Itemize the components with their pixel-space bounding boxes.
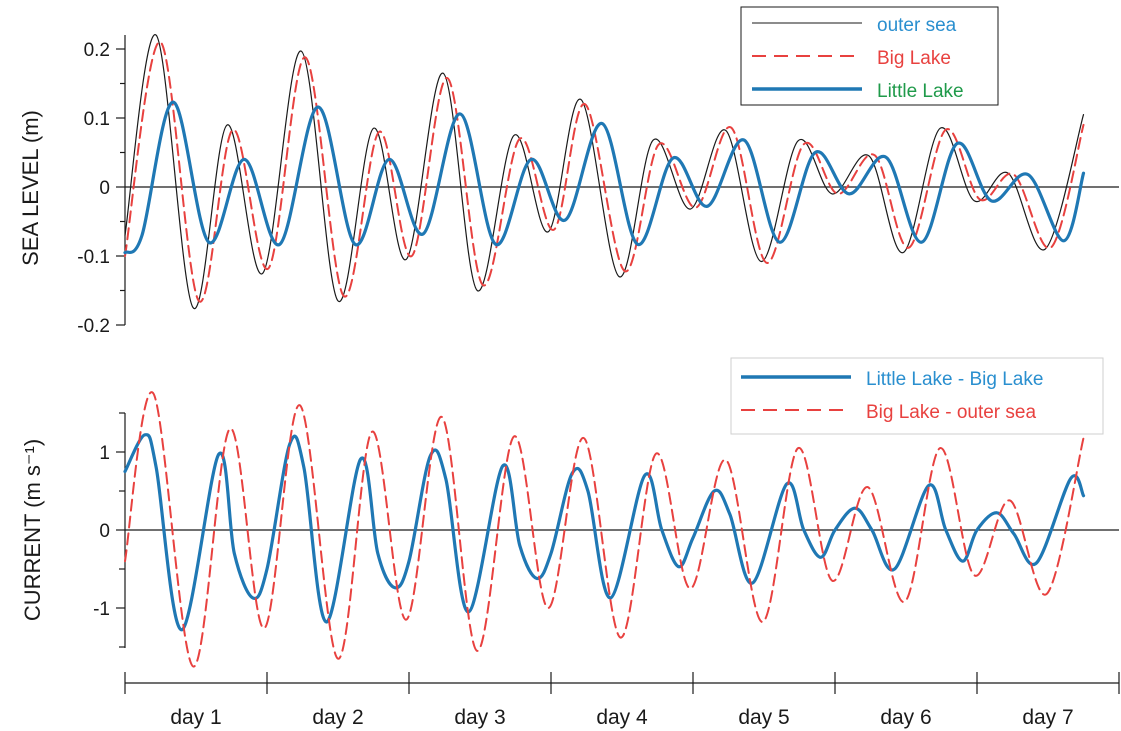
current-y-axis-label: CURRENT (m s⁻¹) bbox=[20, 439, 45, 621]
y-tick-label: 0 bbox=[99, 521, 110, 542]
x-tick-label: day 4 bbox=[596, 706, 648, 729]
y-tick-label: 0.2 bbox=[84, 40, 110, 61]
x-tick-label: day 5 bbox=[738, 706, 789, 729]
legend-little-big-label: Little Lake - Big Lake bbox=[866, 369, 1043, 390]
y-tick-label: 0 bbox=[99, 178, 110, 199]
series-line-little-lake bbox=[123, 100, 1086, 255]
x-tick-label: day 7 bbox=[1022, 706, 1073, 729]
y-tick-label: 1 bbox=[99, 443, 110, 464]
sea-level-legend: outer sea Big Lake Little Lake bbox=[740, 6, 999, 106]
legend-big-lake-label: Big Lake bbox=[877, 48, 951, 69]
current-panel: -1 0 1 CURRENT (m s⁻¹) Little Lake - Big L… bbox=[20, 357, 1119, 668]
y-tick-label: -1 bbox=[93, 599, 110, 620]
day-x-axis: day 1 day 2 day 3 day 4 day 5 day 6 day 7 bbox=[124, 672, 1120, 729]
x-tick-label: day 3 bbox=[454, 706, 505, 729]
y-tick-label: -0.1 bbox=[77, 247, 110, 268]
current-series bbox=[123, 391, 1086, 668]
series-line-little-lake-big-lake bbox=[123, 433, 1086, 632]
sea-level-series bbox=[123, 34, 1086, 309]
series-line-outer-sea bbox=[124, 34, 1085, 309]
series-line-big-lake bbox=[124, 41, 1085, 303]
legend-outer-sea-label: outer sea bbox=[877, 15, 957, 36]
x-tick-label: day 2 bbox=[312, 706, 363, 729]
x-tick-label: day 6 bbox=[880, 706, 931, 729]
current-legend-box bbox=[730, 357, 1104, 435]
legend-big-outer-label: Big Lake - outer sea bbox=[866, 402, 1036, 423]
sea-level-panel: -0.2 -0.1 0 0.1 0.2 SEA LEVEL (m) outer sea … bbox=[18, 6, 1119, 337]
current-legend: Little Lake - Big Lake Big Lake - outer … bbox=[730, 357, 1104, 435]
x-tick-label: day 1 bbox=[170, 706, 221, 729]
sea-level-y-axis: -0.2 -0.1 0 0.1 0.2 bbox=[77, 35, 126, 337]
current-y-axis: -1 0 1 bbox=[93, 412, 126, 648]
y-tick-label: 0.1 bbox=[84, 109, 110, 130]
series-line-big-lake-outer-sea bbox=[124, 391, 1085, 668]
legend-little-lake-label: Little Lake bbox=[877, 81, 964, 102]
y-tick-label: -0.2 bbox=[77, 316, 110, 337]
sea-level-y-axis-label: SEA LEVEL (m) bbox=[18, 110, 43, 266]
